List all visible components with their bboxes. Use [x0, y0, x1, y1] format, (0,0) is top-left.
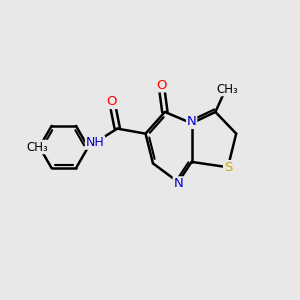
Text: CH₃: CH₃	[216, 82, 238, 96]
Text: CH₃: CH₃	[26, 140, 48, 154]
Text: O: O	[156, 79, 166, 92]
Text: NH: NH	[85, 136, 104, 149]
Text: O: O	[107, 95, 117, 108]
Text: N: N	[187, 115, 196, 128]
Text: S: S	[224, 161, 232, 174]
Text: N: N	[173, 177, 183, 190]
